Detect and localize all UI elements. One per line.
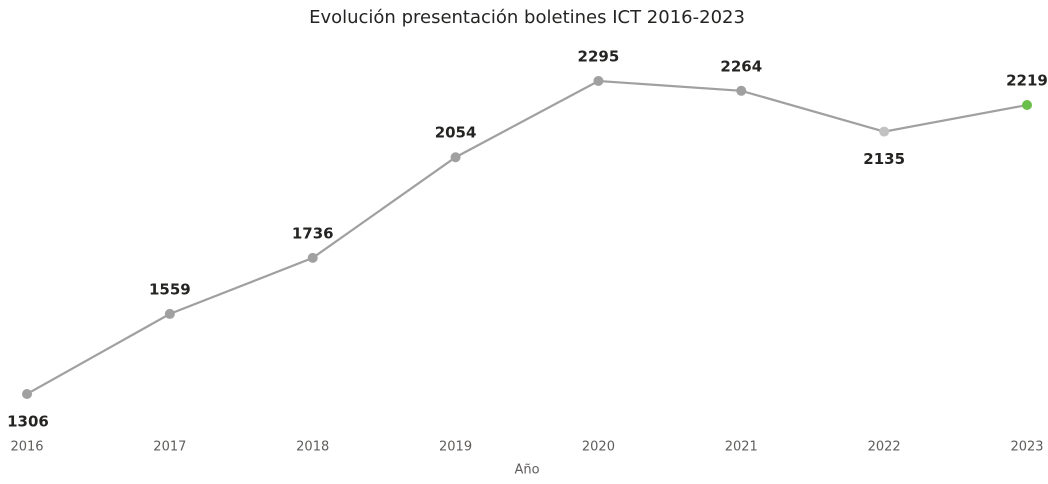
x-tick-label: 2019 <box>439 440 472 455</box>
data-point <box>450 152 461 163</box>
x-tick-label: 2018 <box>296 440 329 455</box>
data-label: 2264 <box>720 57 762 75</box>
data-point <box>879 126 890 137</box>
line <box>26 79 1028 395</box>
data-point <box>164 308 175 319</box>
data-label: 2219 <box>1006 72 1048 90</box>
data-point <box>307 252 318 263</box>
x-tick-label: 2017 <box>153 440 186 455</box>
data-label: 2295 <box>578 47 620 65</box>
data-label: 1559 <box>149 280 191 298</box>
data-point <box>593 75 604 86</box>
data-label: 2135 <box>863 150 905 168</box>
data-label: 2054 <box>435 124 477 142</box>
data-label: 1306 <box>7 412 49 430</box>
x-tick-label: 2021 <box>725 440 758 455</box>
chart-title: Evolución presentación boletines ICT 201… <box>309 7 745 28</box>
x-tick-label: 2016 <box>10 440 43 455</box>
data-point <box>736 85 747 96</box>
x-tick-label: 2020 <box>582 440 615 455</box>
x-tick-label: 2023 <box>1010 440 1043 455</box>
data-label: 1736 <box>292 224 334 242</box>
data-point <box>22 388 32 399</box>
data-point <box>1022 100 1032 111</box>
x-axis-title: Año <box>514 463 539 478</box>
x-tick-label: 2022 <box>868 440 901 455</box>
